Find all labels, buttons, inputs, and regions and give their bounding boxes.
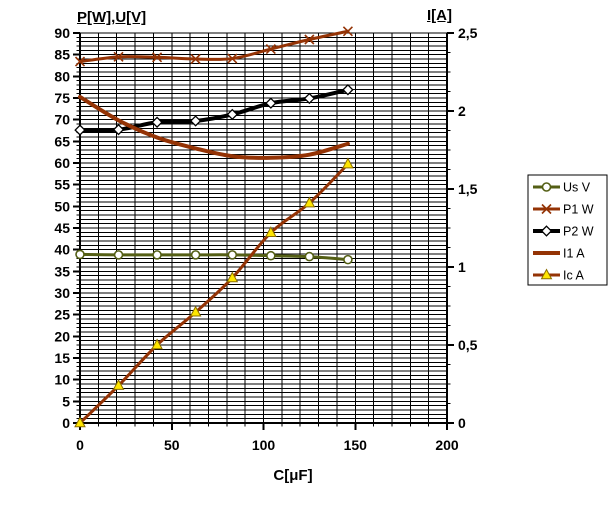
legend-label: P1 W [563, 203, 594, 217]
left-tick-label: 85 [54, 47, 70, 63]
triangle-marker [151, 338, 163, 350]
x-marker [152, 52, 163, 63]
left-tick-label: 80 [54, 68, 70, 84]
diamond-marker [226, 108, 239, 121]
x-axis-title: C[μF] [273, 467, 313, 484]
x-marker [342, 26, 353, 37]
axis-ticks [73, 32, 454, 430]
left-tick-label: 35 [54, 263, 70, 279]
x-marker [74, 56, 86, 67]
legend-item-i1-a: I1 A [533, 247, 585, 261]
diamond-marker [112, 123, 125, 136]
series-p2-w [74, 84, 354, 136]
series-p1-w [74, 26, 353, 67]
left-tick-label: 40 [54, 242, 70, 258]
x-tick-label: 0 [76, 437, 84, 453]
legend: Us V P1 W P2 W I1 A Ic A [527, 174, 608, 286]
left-tick-label: 60 [54, 155, 70, 171]
gridlines [80, 32, 448, 423]
triangle-marker [342, 157, 354, 169]
x-tick-label: 50 [164, 437, 180, 453]
legend-item-p2-w: P2 W [533, 225, 594, 239]
right-tick-label: 2 [458, 103, 466, 119]
x-marker [304, 34, 315, 45]
triangle-marker [265, 226, 277, 237]
triangle-marker [303, 196, 316, 208]
diamond-marker [540, 225, 553, 237]
left-tick-label: 5 [62, 393, 70, 409]
left-tick-label: 20 [54, 328, 70, 344]
triangle-marker [226, 271, 239, 283]
left-tick-label: 50 [54, 198, 70, 214]
series-line [78, 29, 350, 64]
left-tick-label: 30 [54, 285, 70, 301]
right-tick-label: 1 [458, 259, 466, 275]
right-axis-title: I[A] [427, 7, 452, 24]
left-tick-label: 25 [54, 307, 70, 323]
x-marker [227, 53, 238, 64]
x-tick-label: 200 [435, 437, 459, 453]
left-tick-label: 45 [54, 220, 70, 236]
series-i1-a [78, 94, 350, 160]
left-tick-label: 75 [54, 90, 70, 106]
diamond-marker [189, 115, 202, 127]
left-tick-label: 10 [54, 372, 70, 388]
series-ic-a [74, 157, 354, 428]
diamond-marker [303, 92, 316, 105]
circle-marker [541, 182, 552, 192]
triangle-marker [74, 416, 86, 428]
left-tick-label: 90 [54, 25, 70, 41]
circle-marker [190, 250, 201, 260]
diamond-marker [265, 97, 277, 109]
circle-marker [75, 249, 85, 260]
right-tick-label: 1,5 [458, 181, 478, 197]
triangle-marker [189, 305, 202, 317]
x-marker [190, 53, 201, 65]
x-tick-label: 100 [252, 437, 276, 453]
circle-marker [227, 250, 238, 260]
x-marker [541, 203, 552, 215]
diamond-marker [74, 124, 86, 136]
tick-labels: 05101520253035404550556065707580859000,5… [54, 25, 477, 453]
left-tick-label: 15 [54, 350, 70, 366]
legend-item-p1-w: P1 W [533, 203, 594, 217]
series-us-v [75, 249, 353, 265]
left-tick-label: 55 [54, 177, 70, 193]
left-axis-title: P[W],U[V] [77, 9, 147, 26]
legend-label: P2 W [563, 225, 594, 239]
left-tick-label: 70 [54, 112, 70, 128]
legend-item-us-v: Us V [533, 181, 591, 195]
triangle-marker [540, 268, 553, 280]
left-tick-label: 65 [54, 133, 70, 149]
legend-label: Ic A [563, 269, 585, 283]
x-tick-label: 150 [344, 437, 368, 453]
circle-marker [343, 254, 353, 265]
circle-marker [152, 250, 162, 260]
diamond-marker [342, 84, 354, 96]
circle-marker [266, 250, 276, 261]
right-tick-label: 0 [458, 415, 466, 431]
legend-item-ic-a: Ic A [533, 268, 585, 283]
x-marker [113, 51, 124, 62]
diamond-marker [151, 116, 163, 128]
right-tick-label: 0,5 [458, 337, 478, 353]
right-tick-label: 2,5 [458, 25, 478, 41]
left-tick-label: 0 [62, 415, 70, 431]
legend-label: Us V [563, 181, 591, 195]
legend-label: I1 A [563, 247, 585, 261]
triangle-marker [112, 379, 125, 390]
series-line [78, 94, 350, 160]
circle-marker [304, 251, 315, 262]
x-marker [265, 43, 276, 55]
circle-marker [113, 250, 124, 260]
